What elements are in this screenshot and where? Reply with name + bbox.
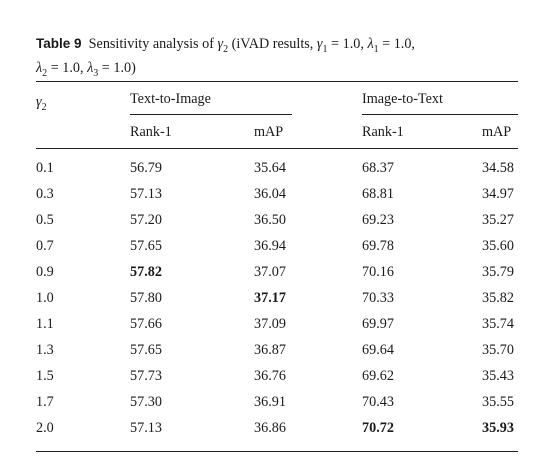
cell-gamma: 0.5 [36,212,54,228]
bottom-rule [36,451,518,452]
cell-t2i-map: 36.86 [254,420,286,436]
group-rule-text-to-image [130,114,292,115]
cell-i2t-rank1: 68.37 [362,160,394,176]
cell-t2i-rank1: 57.30 [130,394,162,410]
cell-i2t-rank1: 69.78 [362,238,394,254]
table-row: 0.1 56.79 35.64 68.37 34.58 [0,159,538,177]
table-label: Table 9 [36,36,82,51]
cell-t2i-map: 36.50 [254,212,286,228]
table-row: 1.5 57.73 36.76 69.62 35.43 [0,367,538,385]
cell-i2t-map: 35.82 [482,290,514,306]
cell-i2t-map: 35.43 [482,368,514,384]
group-rule-image-to-text [362,114,518,115]
cell-i2t-map: 34.58 [482,160,514,176]
col-header-i2t-map: mAP [482,124,512,140]
table-row: 0.3 57.13 36.04 68.81 34.97 [0,185,538,203]
cell-t2i-map: 36.76 [254,368,286,384]
cell-i2t-rank1: 70.72 [362,420,394,436]
cell-t2i-rank1: 57.82 [130,264,162,280]
group-header-image-to-text: Image-to-Text [362,91,443,107]
cell-i2t-rank1: 69.62 [362,368,394,384]
col-header-i2t-rank1: Rank-1 [362,124,404,140]
cell-i2t-rank1: 69.97 [362,316,394,332]
cell-gamma: 0.3 [36,186,54,202]
cell-t2i-map: 37.17 [254,290,286,306]
table-row: 1.3 57.65 36.87 69.64 35.70 [0,341,538,359]
cell-t2i-rank1: 56.79 [130,160,162,176]
cell-i2t-map: 34.97 [482,186,514,202]
table-row: 1.1 57.66 37.09 69.97 35.74 [0,315,538,333]
cell-t2i-map: 35.64 [254,160,286,176]
table-row: 0.7 57.65 36.94 69.78 35.60 [0,237,538,255]
cell-t2i-rank1: 57.13 [130,186,162,202]
cell-t2i-map: 37.09 [254,316,286,332]
cell-gamma: 1.1 [36,316,54,332]
cell-i2t-rank1: 70.16 [362,264,394,280]
table-row: 1.7 57.30 36.91 70.43 35.55 [0,393,538,411]
cell-t2i-rank1: 57.66 [130,316,162,332]
cell-t2i-rank1: 57.65 [130,342,162,358]
cell-i2t-map: 35.55 [482,394,514,410]
cell-i2t-rank1: 69.64 [362,342,394,358]
table-caption: Table 9 Sensitivity analysis of γ2 (iVAD… [36,34,516,83]
cell-t2i-map: 36.94 [254,238,286,254]
cell-t2i-rank1: 57.65 [130,238,162,254]
cell-t2i-rank1: 57.20 [130,212,162,228]
cell-gamma: 2.0 [36,420,54,436]
cell-t2i-map: 36.04 [254,186,286,202]
cell-gamma: 0.1 [36,160,54,176]
table-row: 2.0 57.13 36.86 70.72 35.93 [0,419,538,437]
cell-i2t-map: 35.70 [482,342,514,358]
cell-i2t-map: 35.74 [482,316,514,332]
cell-t2i-rank1: 57.73 [130,368,162,384]
cell-i2t-rank1: 70.43 [362,394,394,410]
cell-i2t-rank1: 70.33 [362,290,394,306]
cell-gamma: 1.0 [36,290,54,306]
cell-t2i-map: 36.91 [254,394,286,410]
cell-i2t-rank1: 68.81 [362,186,394,202]
table-row: 0.5 57.20 36.50 69.23 35.27 [0,211,538,229]
col-header-t2i-map: mAP [254,124,284,140]
cell-i2t-rank1: 69.23 [362,212,394,228]
group-header-text-to-image: Text-to-Image [130,91,211,107]
cell-gamma: 0.7 [36,238,54,254]
cell-gamma: 0.9 [36,264,54,280]
cell-t2i-rank1: 57.13 [130,420,162,436]
header-rule [36,148,518,149]
cell-gamma: 1.7 [36,394,54,410]
table-row: 0.9 57.82 37.07 70.16 35.79 [0,263,538,281]
col-header-t2i-rank1: Rank-1 [130,124,172,140]
top-rule [36,81,518,82]
cell-i2t-map: 35.79 [482,264,514,280]
table-row: 1.0 57.80 37.17 70.33 35.82 [0,289,538,307]
cell-t2i-map: 36.87 [254,342,286,358]
caption-text: Sensitivity analysis of γ2 (iVAD results… [36,36,415,79]
cell-gamma: 1.5 [36,368,54,384]
cell-t2i-map: 37.07 [254,264,286,280]
cell-gamma: 1.3 [36,342,54,358]
cell-i2t-map: 35.27 [482,212,514,228]
cell-i2t-map: 35.60 [482,238,514,254]
param-header: γ2 [36,94,47,113]
cell-i2t-map: 35.93 [482,420,514,436]
cell-t2i-rank1: 57.80 [130,290,162,306]
